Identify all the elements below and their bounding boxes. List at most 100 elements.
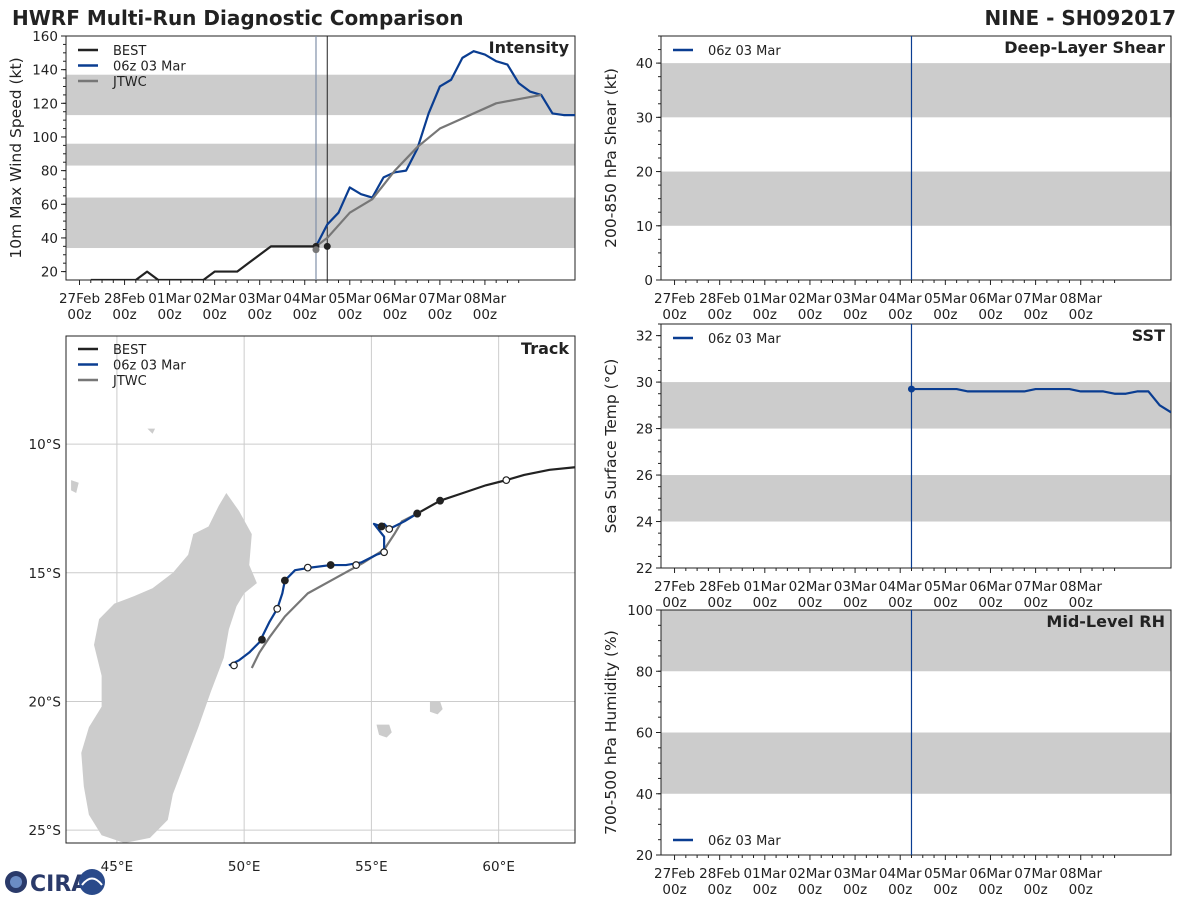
intensity-ylabel: 10m Max Wind Speed (kt)	[7, 57, 25, 258]
sst-band	[661, 475, 1171, 522]
intensity-xtick-hour: 00z	[428, 307, 452, 323]
sst-ytick-label: 28	[636, 422, 653, 438]
intensity-xtick-hour: 00z	[338, 307, 362, 323]
track-position-marker	[230, 661, 238, 670]
shear-band	[661, 171, 1171, 226]
shear-xtick-date: 01Mar	[743, 291, 786, 307]
sst-ytick-label: 22	[636, 561, 653, 577]
sst-xtick-date: 05Mar	[924, 579, 967, 595]
sst-panel: 22242628303227Feb00z28Feb00z01Mar00z02Ma…	[602, 323, 1172, 611]
sst-xtick-date: 06Mar	[969, 579, 1012, 595]
logo-text: CIRA	[30, 872, 88, 897]
rh-band	[661, 732, 1171, 794]
sst-xtick-hour: 00z	[888, 595, 912, 611]
intensity-ytick-label: 20	[41, 265, 58, 281]
shear-ytick-label: 10	[636, 219, 653, 235]
track-lon-label: 50°E	[228, 859, 260, 875]
intensity-xtick-date: 06Mar	[373, 291, 416, 307]
track-best-line	[416, 466, 575, 515]
mauritius-island	[429, 701, 443, 715]
shear-ytick-label: 20	[636, 165, 653, 181]
rh-xtick-hour: 00z	[1023, 882, 1047, 898]
shear-xtick-date: 05Mar	[924, 291, 967, 307]
rh-xtick-hour: 00z	[753, 882, 777, 898]
track-position-marker	[380, 548, 389, 557]
rh-xtick-date: 06Mar	[969, 866, 1012, 882]
shear-xtick-hour: 00z	[708, 307, 732, 323]
rh-xtick-hour: 00z	[888, 882, 912, 898]
sst-xtick-hour: 00z	[1069, 595, 1093, 611]
sst-xtick-hour: 00z	[708, 595, 732, 611]
sst-ytick-label: 30	[636, 375, 653, 391]
figure-title: HWRF Multi-Run Diagnostic Comparison	[12, 6, 463, 30]
sst-xtick-hour: 00z	[798, 595, 822, 611]
shear-xtick-date: 08Mar	[1059, 291, 1102, 307]
shear-xtick-hour: 00z	[1069, 307, 1093, 323]
sst-start-marker	[907, 385, 915, 393]
rh-xtick-hour: 00z	[708, 882, 732, 898]
intensity-ytick-label: 60	[41, 197, 58, 213]
rh-xtick-hour: 00z	[843, 882, 867, 898]
track-lon-label: 55°E	[355, 859, 387, 875]
rh-ytick-label: 20	[636, 848, 653, 864]
shear-xtick-date: 27Feb	[654, 291, 695, 307]
rh-xtick-date: 05Mar	[924, 866, 967, 882]
intensity-xtick-hour: 00z	[383, 307, 407, 323]
track-position-marker	[352, 561, 361, 569]
sst-xtick-hour: 00z	[978, 595, 1002, 611]
shear-xtick-hour: 00z	[662, 307, 686, 323]
intensity-legend-label: JTWC	[112, 75, 147, 90]
track-legend-label: BEST	[113, 343, 146, 358]
sst-xtick-hour: 00z	[662, 595, 686, 611]
rh-xtick-hour: 00z	[978, 882, 1002, 898]
sst-ytick-label: 32	[636, 329, 653, 345]
intensity-ytick-label: 40	[41, 231, 58, 247]
rh-xtick-date: 08Mar	[1059, 866, 1102, 882]
rh-ytick-label: 80	[636, 664, 653, 680]
track-axes-frame	[65, 335, 576, 844]
shear-ytick-label: 30	[636, 110, 653, 126]
track-legend-label: JTWC	[112, 374, 147, 389]
shear-xtick-date: 02Mar	[789, 291, 832, 307]
sst-ytick-label: 26	[636, 468, 653, 484]
intensity-best-line	[90, 245, 316, 280]
shear-title: Deep-Layer Shear	[1004, 38, 1165, 57]
rh-title: Mid-Level RH	[1046, 612, 1165, 631]
rh-ytick-label: 60	[636, 726, 653, 742]
intensity-xtick-hour: 00z	[67, 307, 91, 323]
intensity-xtick-date: 27Feb	[59, 291, 100, 307]
rh-xtick-date: 04Mar	[879, 866, 922, 882]
cira-logo: CIRA	[5, 869, 105, 897]
intensity-xtick-date: 02Mar	[193, 291, 236, 307]
sst-xtick-hour: 00z	[1023, 595, 1047, 611]
rh-xtick-date: 07Mar	[1014, 866, 1057, 882]
shear-xtick-hour: 00z	[753, 307, 777, 323]
intensity-point-marker	[312, 246, 320, 254]
sst-ylabel: Sea Surface Temp (°C)	[602, 359, 620, 534]
track-position-marker	[385, 525, 394, 533]
intensity-legend-label: BEST	[113, 44, 146, 59]
sst-xtick-date: 07Mar	[1014, 579, 1057, 595]
logo-seal-icon	[79, 869, 105, 895]
rh-xtick-hour: 00z	[662, 882, 686, 898]
aldabra-island	[147, 428, 156, 434]
track-position-marker	[377, 522, 386, 531]
shear-xtick-date: 28Feb	[699, 291, 740, 307]
rh-xtick-hour: 00z	[933, 882, 957, 898]
intensity-xtick-hour: 00z	[248, 307, 272, 323]
intensity-ytick-label: 80	[41, 164, 58, 180]
shear-xtick-date: 07Mar	[1014, 291, 1057, 307]
intensity-xtick-date: 28Feb	[104, 291, 145, 307]
intensity-band	[66, 143, 575, 166]
intensity-xtick-date: 04Mar	[283, 291, 326, 307]
track-position-marker	[413, 509, 422, 518]
storm-id: NINE - SH092017	[985, 6, 1176, 30]
sst-xtick-date: 27Feb	[654, 579, 695, 595]
sst-xtick-date: 28Feb	[699, 579, 740, 595]
track-position-marker	[326, 561, 335, 569]
track-lon-label: 45°E	[101, 859, 133, 875]
rh-ytick-label: 40	[636, 787, 653, 803]
shear-ylabel: 200-850 hPa Shear (kt)	[602, 68, 620, 248]
track-lat-label: 20°S	[29, 694, 62, 710]
track-position-marker	[303, 563, 312, 572]
